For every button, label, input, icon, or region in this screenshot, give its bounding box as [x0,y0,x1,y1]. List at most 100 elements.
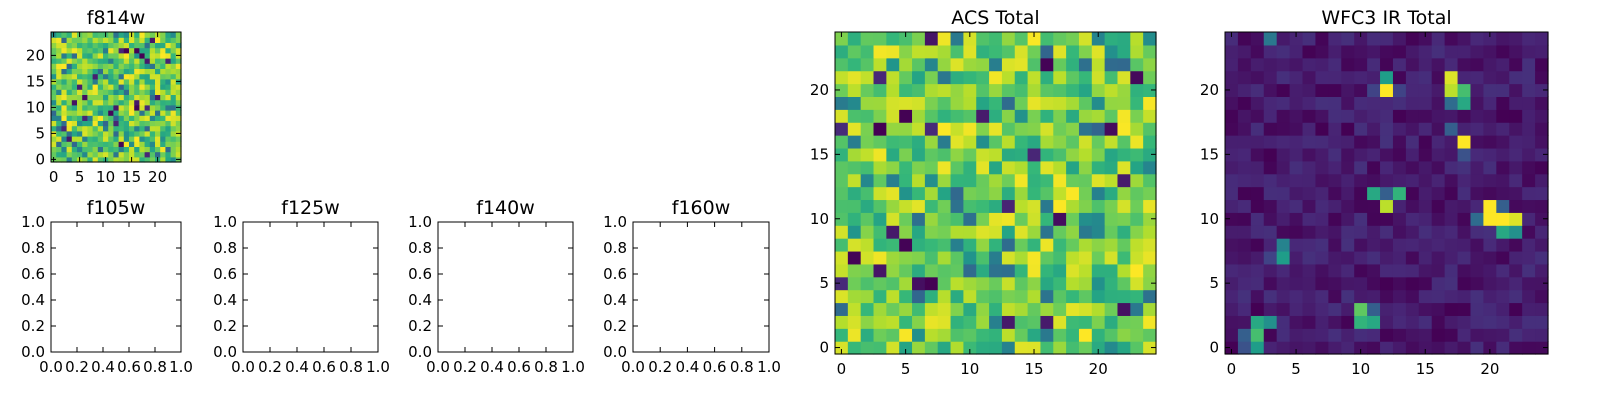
heatmap-cell [886,173,900,188]
heatmap-cell [77,120,83,127]
heatmap-cell [71,47,78,54]
heatmap-cell [963,70,977,85]
heatmap-cell [160,99,166,106]
heatmap-cell [950,96,964,110]
heatmap-cell [1117,263,1131,278]
heatmap-cell [963,32,977,46]
heatmap-cell [123,78,130,85]
heatmap-cell [1066,263,1080,278]
heatmap-cell [97,89,104,95]
heatmap-cell [1444,238,1459,252]
heatmap-cell [1496,173,1510,188]
heatmap-cell [1328,225,1342,239]
heatmap-cell [1418,302,1433,316]
heatmap-cell [1263,135,1278,149]
heatmap-cell [989,160,1003,175]
heatmap-cell [1276,212,1291,226]
heatmap-cell [170,104,177,111]
heatmap-cell [1104,109,1119,123]
heatmap-cell [103,151,109,158]
heatmap-cell [1392,328,1407,342]
heatmap-cell [82,141,88,147]
heatmap-cell [950,341,964,355]
heatmap-cell [97,115,104,121]
heatmap-cell [1302,276,1317,291]
heatmap-cell [1289,135,1304,149]
heatmap-cell [56,136,62,142]
heatmap-cell [113,32,120,38]
heatmap-cell [1001,147,1016,162]
heatmap-cell [873,225,887,239]
heatmap-cell [170,73,177,80]
heatmap-cell [1315,32,1329,46]
heatmap-cell [103,94,109,101]
heatmap-cell [155,151,161,158]
heatmap-cell [1328,212,1342,226]
heatmap-cell [1104,276,1119,291]
heatmap-cell [1053,32,1067,46]
heatmap-cell [1509,186,1523,201]
heatmap-cell [1263,289,1278,304]
heatmap-cell [1354,238,1368,252]
heatmap-cell [118,42,125,49]
heatmap-cell [1225,83,1239,97]
heatmap-cell [937,70,952,85]
heatmap-cell [1276,276,1291,291]
axes-frame [834,31,1157,355]
heatmap-cell [1444,263,1459,278]
heatmap-cell [847,83,862,97]
heatmap-cell [129,68,135,75]
heatmap-cell [899,147,913,162]
heatmap-cell [924,83,939,97]
heatmap-cell [1027,32,1042,46]
heatmap-cell [123,141,130,147]
heatmap-cell [1225,173,1239,188]
heatmap-cell [1341,212,1355,226]
heatmap-cell [1001,96,1016,110]
heatmap-cell [71,136,78,142]
heatmap-cell [1392,276,1407,291]
heatmap-cell [134,73,140,80]
heatmap-cell [899,109,913,123]
heatmap-cell [1001,289,1016,304]
heatmap-cell [1276,96,1291,110]
heatmap-cell [123,104,130,111]
heatmap-cell [1078,250,1093,265]
heatmap-cell [873,199,887,213]
heatmap-cell [87,115,94,121]
heatmap-cell [1470,302,1484,316]
heatmap-cell [1444,44,1459,59]
heatmap-cell [134,68,140,75]
heatmap-cell [92,89,99,95]
heatmap-cell [860,83,875,97]
heatmap-cell [77,73,83,80]
heatmap-cell [160,151,166,158]
heatmap-cell [129,84,135,90]
heatmap-cell [103,42,109,49]
heatmap-cell [144,120,151,127]
heatmap-cell [1354,83,1368,97]
heatmap-cell [1418,289,1433,304]
heatmap-cell [56,141,62,147]
heatmap-cell [1276,160,1291,175]
heatmap-cell [103,130,109,137]
heatmap-cell [61,115,68,121]
heatmap-cell [61,141,68,147]
heatmap-cell [1509,250,1523,265]
heatmap-cell [1431,238,1446,252]
heatmap-cell [118,32,125,38]
heatmap-cell [1302,96,1317,110]
x-tick-label: 0.6 [117,358,141,376]
heatmap-cell [1392,70,1407,85]
heatmap-cell [108,136,114,142]
heatmap-cell [847,250,862,265]
heatmap-cell [134,89,140,95]
heatmap-cell [165,68,172,75]
heatmap-cell [56,89,62,95]
heatmap-cell [1522,122,1536,136]
heatmap-cell [873,147,887,162]
heatmap-cell [56,73,62,80]
heatmap-cell [937,32,952,46]
heatmap-cell [1444,225,1459,239]
heatmap-cell [1250,238,1265,252]
